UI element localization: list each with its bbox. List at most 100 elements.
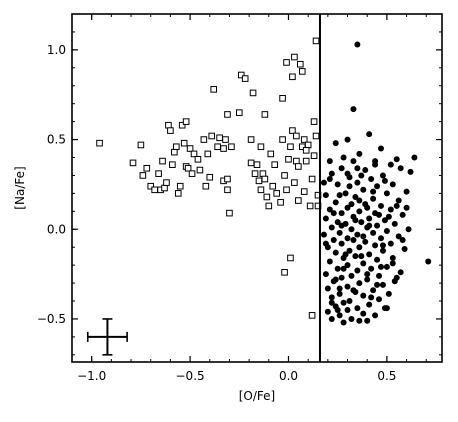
data-point-circle <box>344 136 351 143</box>
data-point-circle <box>391 220 398 227</box>
data-point-square <box>182 118 190 125</box>
x-tick-label: −0.5 <box>176 369 205 383</box>
data-point-square <box>163 179 170 186</box>
data-point-circle <box>370 195 377 202</box>
data-point-circle <box>379 242 386 249</box>
data-point-circle <box>358 253 365 260</box>
data-point-circle <box>336 312 343 319</box>
data-point-square <box>186 145 194 152</box>
data-point-circle <box>354 305 361 312</box>
data-point-circle <box>340 299 347 306</box>
data-point-circle <box>407 168 414 175</box>
data-point-square <box>171 148 178 156</box>
data-point-circle <box>399 211 406 218</box>
data-point-square <box>214 143 221 151</box>
data-point-circle <box>387 206 394 213</box>
data-point-circle <box>350 106 357 113</box>
data-point-circle <box>366 301 373 308</box>
data-point-circle <box>336 192 343 199</box>
data-point-square <box>137 141 145 149</box>
data-point-circle <box>387 161 394 168</box>
data-point-square <box>312 37 320 45</box>
data-point-circle <box>322 215 329 222</box>
data-point-circle <box>328 224 335 231</box>
data-point-circle <box>328 299 335 306</box>
data-point-square <box>226 209 233 217</box>
data-point-square <box>269 182 277 190</box>
data-point-circle <box>340 265 347 272</box>
data-point-circle <box>324 285 331 292</box>
data-point-circle <box>332 140 339 147</box>
data-point-square <box>96 139 103 147</box>
data-point-circle <box>364 204 371 211</box>
data-point-circle <box>344 306 351 313</box>
data-point-circle <box>338 222 345 229</box>
data-point-circle <box>366 131 373 138</box>
data-point-square <box>224 111 231 118</box>
data-point-circle <box>393 156 400 163</box>
data-point-circle <box>354 179 361 186</box>
data-point-square <box>200 136 208 143</box>
data-point-circle <box>374 256 381 263</box>
data-point-square <box>210 86 218 93</box>
data-point-square <box>155 170 162 177</box>
data-point-circle <box>403 204 410 211</box>
data-point-square <box>302 157 310 165</box>
data-point-square <box>147 182 155 190</box>
data-point-circle <box>354 267 361 274</box>
data-point-circle <box>344 170 351 177</box>
data-point-square <box>235 109 243 116</box>
data-point-circle <box>356 208 363 215</box>
data-point-circle <box>344 235 351 242</box>
data-point-circle <box>322 192 329 199</box>
data-point-circle <box>389 254 396 261</box>
data-point-circle <box>411 154 418 161</box>
data-point-circle <box>383 305 390 312</box>
data-point-square <box>159 157 166 165</box>
data-point-circle <box>383 263 390 270</box>
data-point-circle <box>336 229 343 236</box>
data-point-circle <box>372 312 379 319</box>
data-point-circle <box>374 281 381 288</box>
data-point-circle <box>366 222 373 229</box>
data-point-circle <box>376 211 383 218</box>
data-point-square <box>241 75 249 82</box>
data-point-circle <box>346 298 353 305</box>
data-point-circle <box>320 231 327 238</box>
data-point-circle <box>377 145 384 152</box>
data-point-circle <box>381 217 388 224</box>
data-point-square <box>222 136 229 143</box>
data-point-square <box>289 127 296 134</box>
data-point-circle <box>383 228 390 235</box>
data-point-circle <box>385 290 392 297</box>
data-point-circle <box>360 233 367 240</box>
data-point-square <box>263 193 271 201</box>
data-point-square <box>257 186 265 194</box>
data-point-square <box>306 202 314 210</box>
data-point-circle <box>383 190 390 197</box>
y-axis-label: [Na/Fe] <box>13 166 27 209</box>
data-point-circle <box>395 233 402 240</box>
axis-ticks: −1.0 −0.5 0.0 0.5 −0.5 0.0 0.5 1.0 <box>37 14 442 383</box>
data-point-circle <box>397 269 404 276</box>
data-point-circle <box>338 165 345 172</box>
data-point-square <box>279 136 286 143</box>
data-point-circle <box>348 272 355 279</box>
data-point-square <box>279 95 286 102</box>
data-point-square <box>253 161 261 168</box>
data-point-circle <box>338 274 345 281</box>
data-point-circle <box>322 240 329 247</box>
data-point-circle <box>356 150 363 157</box>
y-tick-label: 0.0 <box>47 222 66 236</box>
data-point-square <box>202 182 210 190</box>
data-point-square <box>295 197 302 204</box>
data-point-circle <box>328 294 335 301</box>
data-point-square <box>312 132 320 140</box>
data-point-circle <box>324 308 331 315</box>
data-point-square <box>283 186 290 194</box>
data-point-circle <box>360 186 367 193</box>
data-point-square <box>224 175 231 183</box>
data-point-circle <box>403 188 410 195</box>
data-point-circle <box>393 274 400 281</box>
data-point-circle <box>405 226 412 233</box>
